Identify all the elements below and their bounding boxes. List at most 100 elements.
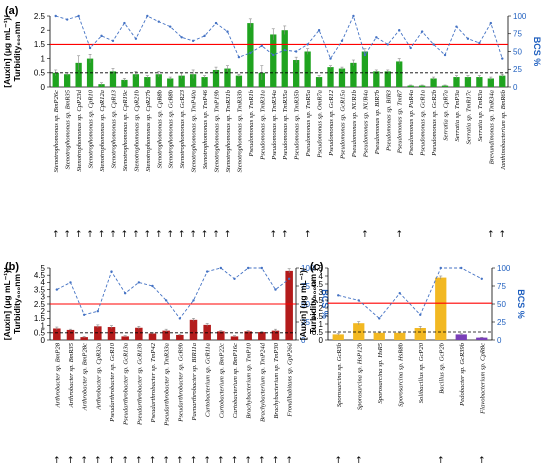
panel-a-bcs-point [409,46,412,50]
panel-a-category-label: Pseudomonas sp. TmR1b [248,89,255,157]
panel-b-up-arrow-icon: ↑ [176,456,184,466]
panel-c-bcs-point [439,266,442,270]
panel-b-bcs-point [205,270,209,273]
panel-a-up-arrow-icon: ↑ [86,230,94,240]
panel-a-bcs-point [272,53,275,57]
panel-a-bar [464,77,472,87]
panel-c-category-label: Sporosarcina sp. GcR3b [336,342,343,407]
panel-a-category-label: Pseudomonas sp. TmR35a [282,89,289,160]
panel-b-up-arrow-icon: ↑ [217,456,225,466]
panel-a-ylabel-line: Turbidity₆₀₀nm [12,21,22,81]
panel-a-bcs-point [260,44,264,48]
panel-a-up-arrow-icon: ↑ [144,230,152,240]
panel-b-y2tick-label: 0 [301,336,306,345]
panel-a-up-arrow-icon: ↑ [201,230,209,240]
panel-b-up-arrow-icon: ↑ [108,456,116,466]
panel-a-category-label: Stenotrophomonas sp. CpR8b [156,89,163,168]
panel-a-category-label: Stenotrophomonas sp. GcR8b [168,89,175,168]
panel-c-category-label: Bacillus sp. GcP2b [438,342,445,393]
panel-a-bcs-point [203,34,206,38]
panel-b-bcs-line [56,267,290,320]
panel-c-category-label: Flavobacterium sp. CpR8c [479,343,486,415]
panel-a-bar [396,61,403,87]
panel-b-category-label: Arthrobacter sp. BmP28c [82,343,89,411]
panel-c-bcs-point [337,294,340,297]
panel-a-up-arrow-icon: ↑ [487,230,495,240]
panel-c-category-label: Sporosarcina sp. HsP12b [356,342,363,410]
panel-a-bar [418,85,426,87]
panel-a-bcs-point [432,43,435,46]
panel-a-bar [487,78,494,87]
panel-a-bar [430,78,437,87]
panel-a-category-label: Pseudomonas sp. GcR12 [328,89,335,156]
panel-a-bcs-point [100,34,103,38]
panel-a-bcs-point [146,14,149,18]
panel-b-up-arrow-icon: ↑ [135,456,143,466]
panel-a-category-label: Pseudomonas sp. GcR1a [420,89,427,156]
panel-a-ytick-label: 1 [41,54,46,63]
panel-c-up-arrow-icon: ↑ [334,456,342,466]
panel-a-bar [178,75,185,87]
panel-a-category-label: Stenotrophomonas sp. CpR19c [122,90,129,171]
panel-b-up-arrow-icon: ↑ [53,456,61,466]
panel-a-category-label: Serratia sp. TmR3a [477,89,484,141]
panel-a-category-label: Pseudomonas sp. NUR4a [362,89,369,158]
panel-c-y2tick-label: 75 [497,282,506,291]
panel-c-y2tick-label: 50 [497,300,506,309]
panel-c-y2tick-label: 0 [497,336,502,345]
panel-b-y2tick-label: 100 [301,264,315,273]
panel-a-category-label: Stenotrophomonas sp. CpR13 [110,89,117,168]
panel-a-bar [52,72,59,87]
panel-b-up-arrow-icon: ↑ [80,456,88,466]
panel-c-bar [332,334,344,340]
panel-a-bcs-point [386,43,389,46]
panel-c-ylabel-line: [Auxin] (μg mL⁻¹)/ [298,267,308,340]
panel-b-category-label: Brachybacterium sp. TmP10 [246,342,253,418]
panel-a-category-label: Pseudomonas sp. GcR15a [339,89,346,160]
panel-a-category-label: Stenotrophomonas sp. TmR33b [236,89,243,172]
panel-b-ytick-label: 1.5 [34,314,46,323]
panel-a-ylabel-line: [Auxin] (μg mL⁻¹)/ [2,15,12,88]
panel-b-ytick-label: 0.5 [34,329,46,338]
panel-a-bcs-point [134,37,138,40]
panel-a-ytick-label: 0 [41,83,46,92]
panel-a-bcs-point [180,36,183,39]
panel-a-ytick-label: 2 [41,26,46,35]
panel-a-bcs-point [169,25,172,28]
panel-a-bar [453,77,460,87]
panel-a-category-label: Pseudomonas sp. TmR31a [259,89,266,160]
panel-a-up-arrow-icon: ↑ [270,230,278,240]
panel-a-category-label: Stenotrophomonas sp. BmP26c [53,90,60,172]
panel-a-y2tick-label: 50 [513,47,522,56]
panel-b-bcs-point [178,317,182,320]
panel-a-bcs-point [157,20,160,23]
panel-b-bcs-point [233,277,236,280]
panel-b-bar [53,328,61,340]
panel-a-bcs-point [123,21,126,25]
panel-a-y2tick-label: 0 [513,83,518,92]
panel-a-bcs-point [226,30,229,33]
panel-a-y2tick-label: 100 [513,12,527,21]
panel-b-category-label: Curtobacterium sp. GcR11a [205,342,212,417]
panel-c-bar [455,334,467,340]
panel-b-bar [107,327,116,340]
panel-a-bcs-point [317,29,321,32]
panel-a-bar [109,71,117,87]
panel-b-bar [189,319,198,340]
panel-a-bcs-line [55,14,503,60]
panel-a-bcs-point [54,14,57,18]
panel-b-label: (b) [5,261,19,273]
panel-c-ytick-label: 2.5 [312,296,324,305]
panel-a-bar [75,62,82,87]
panel-a-bcs-point [249,51,252,55]
panel-a-bar [247,23,254,88]
panel-a-bar [499,75,506,87]
panel-c-ytick-label: 2 [319,304,324,313]
panel-a-up-arrow-icon: ↑ [395,230,403,240]
panel-a-category-label: Stenotrophomonas sp. CpP23d [76,89,83,171]
panel-b-bcs-point [260,266,264,270]
panel-b-category-label: Pseudarthrobacter sp. GcR13a [123,342,130,426]
panel-a-category-label: Serratia sp. TmR17c [465,90,472,144]
panel-b-category-label: Frondihabitans sp. GpP26d [287,342,294,417]
